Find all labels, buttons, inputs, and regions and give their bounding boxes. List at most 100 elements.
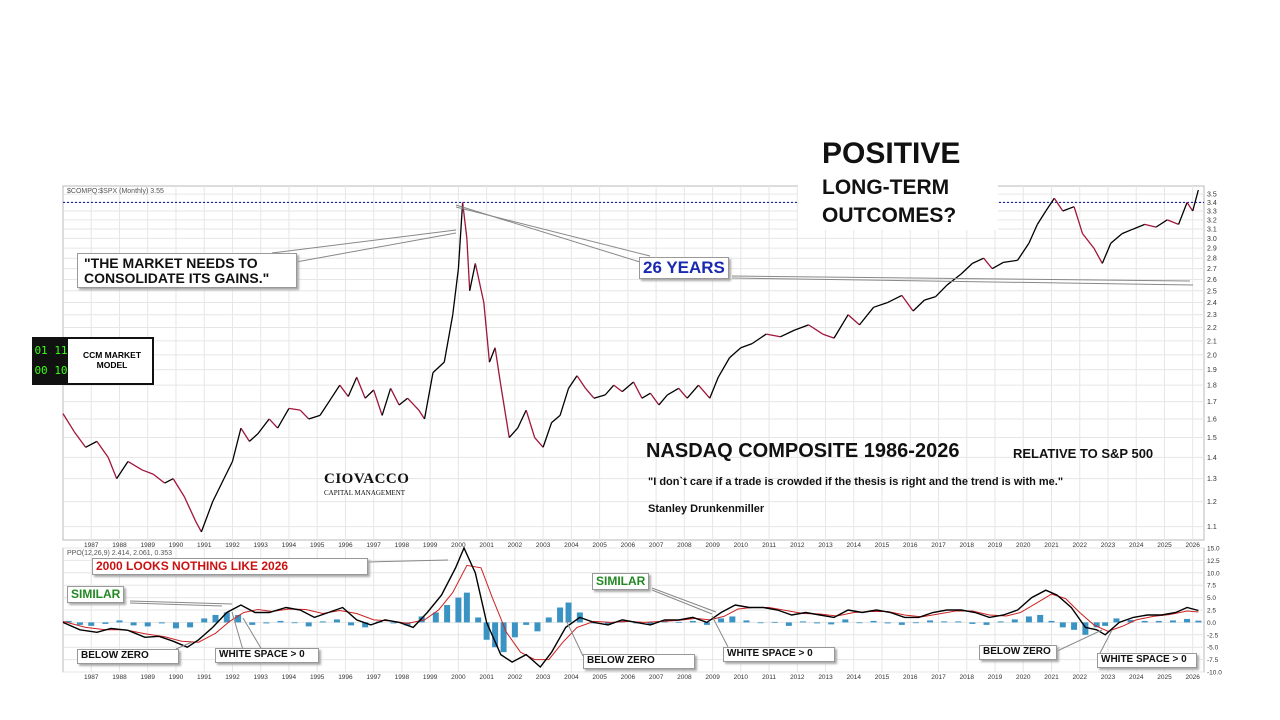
price-segment (584, 387, 595, 399)
ppo-leader-lines (129, 559, 1113, 657)
price-segment (107, 457, 118, 479)
x-tick-label: 2014 (847, 674, 862, 681)
price-segment (212, 478, 225, 502)
price-segment (1101, 242, 1112, 264)
ppo-y-axis: 15.0 12.5 10.0 7.5 5.0 2.5 0.0 -2.5 -5.0 -7.5 -10.… (1207, 546, 1222, 677)
price-segment (474, 263, 485, 303)
price-segment (525, 409, 536, 438)
histogram-bar (492, 622, 499, 648)
x-tick-label: 2017 (931, 542, 946, 549)
x-tick-label: 2024 (1129, 542, 1144, 549)
price-segment (604, 384, 615, 396)
x-tick-label: 2012 (790, 542, 805, 549)
x-tick-label: 1998 (395, 542, 410, 549)
white-space-callout: WHITE SPACE > 0 (215, 648, 319, 663)
ppo-x-axis: 1987 1988 1989 1990 1991 1992 1993 1994 1995 1996… (84, 674, 1200, 681)
histogram-bar (102, 622, 109, 624)
price-segment (364, 389, 375, 399)
price-segment (740, 342, 753, 349)
histogram-bar (983, 622, 990, 625)
y-tick-label: 3.5 (1207, 192, 1217, 199)
price-segment (1036, 210, 1047, 225)
y-tick-label: 2.4 (1207, 300, 1217, 307)
price-segment (356, 377, 366, 399)
histogram-bar (675, 621, 682, 623)
histogram-bar (828, 622, 835, 625)
x-tick-label: 1997 (366, 542, 381, 549)
histogram-bar (941, 621, 948, 623)
price-segment (667, 387, 680, 396)
x-tick-label: 1995 (310, 542, 325, 549)
price-segment (248, 433, 259, 442)
years-leader-right (731, 277, 1194, 286)
histogram-bar (333, 619, 340, 623)
x-tick-label: 2006 (621, 674, 636, 681)
histogram-bar (955, 621, 962, 623)
histogram-bar (1127, 619, 1134, 623)
histogram-bar (1011, 619, 1018, 623)
histogram-bar (565, 602, 572, 623)
ccm-digit: 11 (54, 344, 68, 357)
consolidate-leader (271, 229, 457, 254)
histogram-bar (76, 622, 83, 625)
ccm-label: CCM MARKET MODEL (74, 350, 150, 370)
histogram-bar (898, 622, 905, 625)
histogram-bar (689, 620, 696, 623)
y-tick-label: 2.5 (1207, 608, 1216, 615)
price-segment (641, 392, 651, 399)
x-tick-label: 1989 (140, 542, 155, 549)
x-tick-label: 2017 (931, 674, 946, 681)
price-segment (127, 460, 143, 471)
histogram-bar (605, 622, 612, 625)
histogram-bar (912, 622, 919, 624)
x-tick-label: 1996 (338, 542, 353, 549)
y-tick-label: 2.8 (1207, 256, 1217, 263)
price-segment (172, 478, 185, 498)
histogram-bar (483, 622, 490, 640)
histogram-bar (1113, 618, 1120, 623)
x-tick-label: 2005 (592, 674, 607, 681)
x-tick-label: 2003 (536, 674, 551, 681)
x-tick-label: 2004 (564, 674, 579, 681)
x-tick-label: 2014 (847, 542, 862, 549)
below-zero-3-leader (1054, 629, 1103, 653)
x-tick-label: 1998 (395, 674, 410, 681)
below-zero-callout: BELOW ZERO (979, 645, 1057, 660)
x-tick-label: 2020 (1016, 542, 1031, 549)
main-series-label: $COMPQ:$SPX (Monthly) 3.55 (67, 188, 164, 195)
price-segment (559, 388, 570, 416)
price-segment (299, 409, 310, 420)
x-tick-label: 2007 (649, 542, 664, 549)
similar-mid-leader (651, 587, 717, 613)
histogram-bar (511, 622, 518, 638)
price-segment (1121, 228, 1134, 235)
price-segment (152, 473, 166, 484)
y-tick-label: 7.5 (1207, 583, 1216, 590)
price-segment (1003, 259, 1018, 263)
x-tick-label: 2008 (677, 674, 692, 681)
price-segment (116, 461, 129, 479)
histogram-bar (1184, 618, 1191, 623)
histogram-bar (88, 622, 95, 626)
price-segment (457, 202, 464, 269)
price-segment (1062, 206, 1075, 212)
price-segment (887, 294, 903, 304)
y-tick-label: 1.4 (1207, 455, 1217, 462)
histogram-bar (1059, 622, 1066, 628)
y-tick-label: 3.0 (1207, 236, 1217, 243)
x-tick-label: 1995 (310, 674, 325, 681)
histogram-bar (1082, 622, 1089, 635)
histogram-bar (144, 622, 151, 627)
x-tick-label: 2021 (1044, 542, 1059, 549)
histogram-bar (65, 620, 72, 623)
x-tick-label: 2004 (564, 542, 579, 549)
price-segment (85, 440, 98, 448)
similar-left-leader-2 (129, 602, 223, 607)
histogram-bar (305, 622, 312, 627)
price-segment (551, 414, 561, 424)
price-segment (686, 384, 699, 399)
histogram-bar (444, 605, 451, 623)
histogram-bar (455, 597, 462, 623)
similar-left-leader (129, 600, 233, 605)
x-tick-label: 1994 (282, 674, 297, 681)
